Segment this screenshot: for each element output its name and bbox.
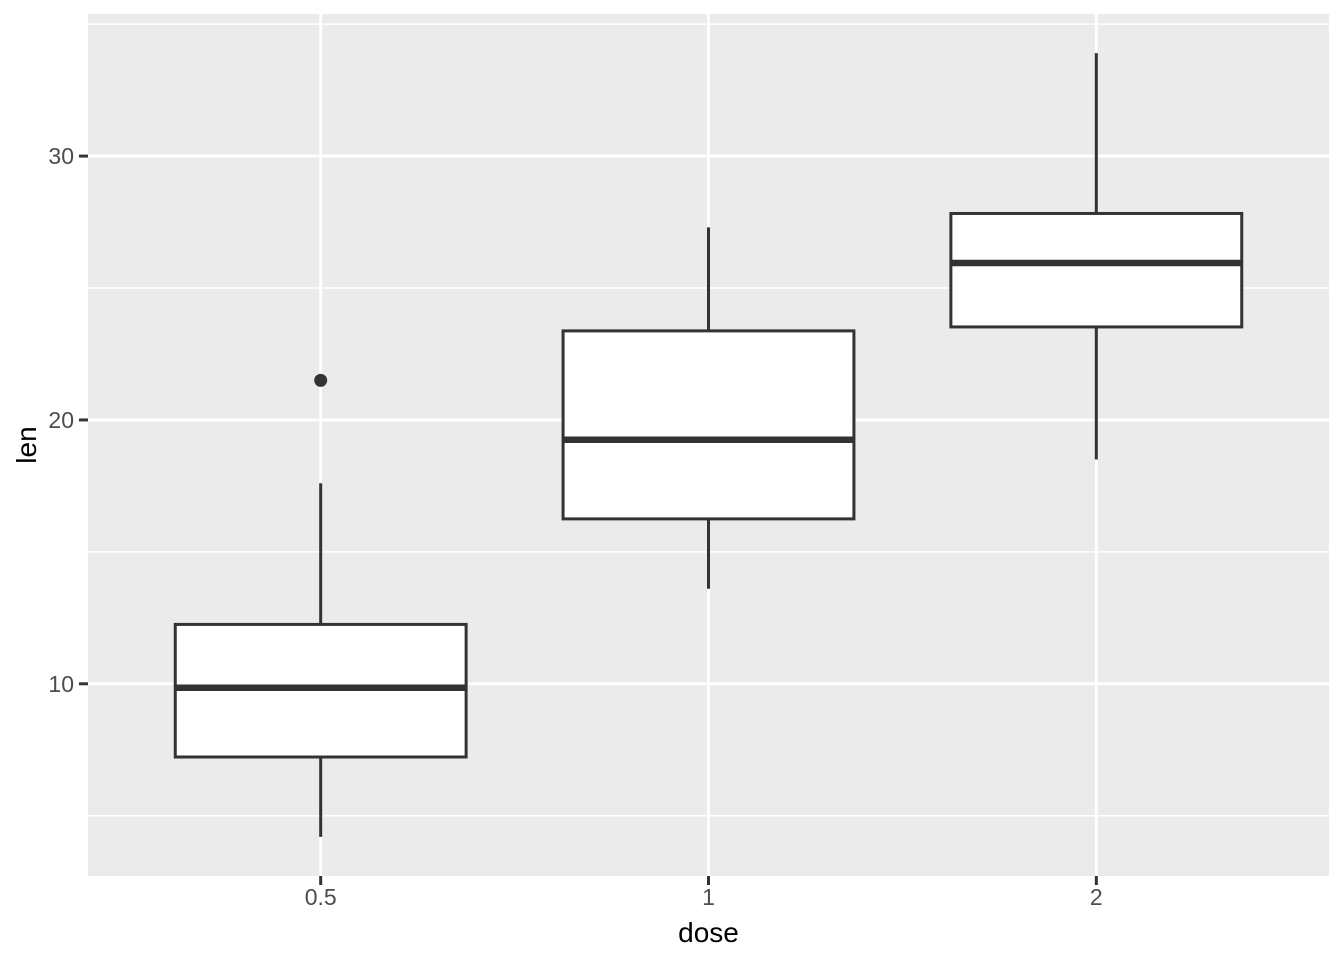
x-axis-tick-labels: 0.5 1 2 — [305, 884, 1103, 910]
y-tick-label: 20 — [48, 407, 74, 433]
box-rect — [949, 211, 1244, 329]
x-tick-label: 0.5 — [305, 884, 337, 910]
boxplot-group — [561, 227, 856, 589]
axis-ticks — [79, 154, 1098, 885]
x-axis-title: dose — [678, 917, 739, 948]
outlier-point — [314, 373, 328, 387]
y-tick-label: 30 — [48, 143, 74, 169]
box-rect — [561, 329, 856, 521]
boxplot-group — [949, 53, 1244, 460]
y-axis-tick-labels: 10 20 30 — [48, 143, 74, 697]
boxplots — [173, 53, 1244, 837]
boxplot-group — [173, 373, 468, 837]
x-tick-label: 2 — [1090, 884, 1103, 910]
x-tick-label: 1 — [702, 884, 715, 910]
y-tick-label: 10 — [48, 671, 74, 697]
y-axis-title: len — [11, 426, 42, 463]
